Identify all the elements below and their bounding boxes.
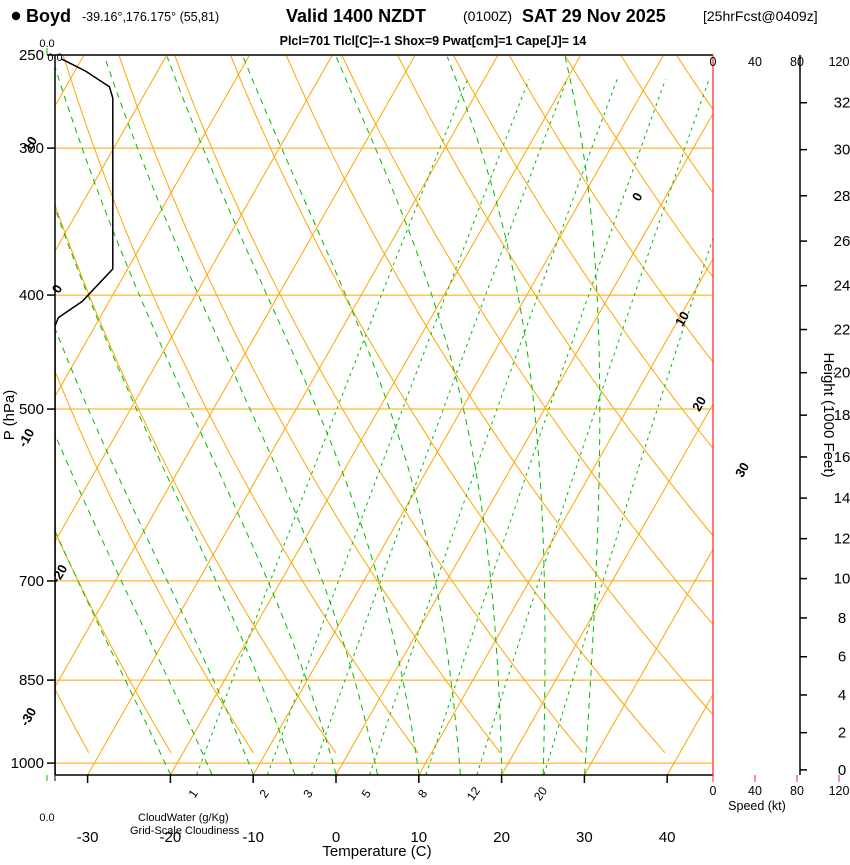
cloudiness-axis-title: Grid-Scale Cloudiness (130, 825, 240, 837)
temperature-tick-label: 0 (332, 829, 340, 846)
pressure-tick-label: 250 (19, 47, 44, 64)
pressure-axis-title: P (hPa) (1, 390, 18, 441)
pressure-tick-label: 400 (19, 287, 44, 304)
cloud-profiles (55, 58, 114, 775)
height-tick-label: 4 (838, 687, 846, 704)
forecast-run-info: [25hrFcst@0409z] (703, 8, 818, 24)
isopleth-label: 30 (732, 460, 752, 480)
height-tick-label: 10 (834, 571, 850, 588)
cloudwater-scale-label: 0.0 (39, 38, 54, 50)
cloudwater-axis-title: CloudWater (g/Kg) (138, 812, 229, 824)
speed-tick-label: 40 (748, 55, 762, 69)
height-tick-label: 2 (838, 725, 846, 742)
temperature-tick-label: 40 (659, 829, 676, 846)
speed-tick-label: 80 (790, 55, 804, 69)
height-tick-label: 20 (834, 365, 850, 382)
speed-tick-label: 80 (790, 784, 804, 798)
height-tick-label: 24 (834, 278, 850, 295)
speed-tick-label: 120 (829, 55, 850, 69)
height-tick-label: 6 (838, 649, 846, 666)
valid-time-utc: (0100Z) (463, 8, 512, 24)
temperature-tick-label: 10 (410, 829, 427, 846)
cloudwater-scale-label: 0.0 (39, 812, 54, 824)
height-tick-label: 30 (834, 142, 850, 159)
speed-tick-label: 0 (710, 784, 717, 798)
height-tick-label: 28 (834, 188, 850, 205)
axes-frame (46, 48, 840, 783)
height-tick-label: 0 (838, 762, 846, 779)
isopleth-label: 10 (20, 134, 40, 154)
height-tick-label: 14 (834, 490, 850, 507)
pressure-tick-label: 500 (19, 401, 44, 418)
valid-date: SAT 29 Nov 2025 (522, 6, 666, 26)
speed-tick-label: 120 (829, 784, 850, 798)
skewt-orange-grid (55, 55, 713, 775)
temperature-tick-label: -30 (77, 829, 99, 846)
isopleth-label: 20 (689, 394, 709, 414)
pressure-tick-label: 700 (19, 573, 44, 590)
station-name: Boyd (26, 6, 71, 26)
cloudiness-profile-line (55, 58, 114, 775)
pressure-tick-label: 850 (19, 672, 44, 689)
height-tick-label: 18 (834, 407, 850, 424)
stability-indices: Plcl=701 Tlcl[C]=-1 Shox=9 Pwat[cm]=1 Ca… (280, 34, 587, 48)
speed-axis-title: Speed (kt) (728, 799, 786, 813)
station-bullet-icon (11, 11, 21, 21)
temperature-tick-label: -10 (242, 829, 264, 846)
speed-tick-label: 0 (710, 55, 717, 69)
axis-tick-labels: 1 2 3 5 8 12 20100-10-20-300102030250300400500… (11, 38, 850, 846)
moist-and-mixing-lines (55, 56, 713, 775)
height-tick-label: 12 (834, 531, 850, 548)
pressure-tick-label: 1000 (11, 755, 44, 772)
cloudiness-scale-label: 0.0 (47, 52, 62, 64)
station-coords: -39.16°,176.175° (55,81) (82, 10, 219, 24)
height-tick-label: 16 (834, 449, 850, 466)
height-tick-label: 22 (834, 322, 850, 339)
temperature-tick-label: -20 (160, 829, 182, 846)
speed-tick-label: 40 (748, 784, 762, 798)
isopleth-label: 10 (672, 309, 692, 329)
height-tick-label: 32 (834, 95, 850, 112)
valid-time-main: Valid 1400 NZDT (286, 6, 426, 26)
temperature-tick-label: 30 (576, 829, 593, 846)
pressure-tick-label: 300 (19, 140, 44, 157)
height-tick-label: 26 (834, 233, 850, 250)
height-axis-title: Height (1000 Feet) (820, 352, 837, 477)
temperature-tick-label: 20 (493, 829, 510, 846)
temperature-axis-title: Temperature (C) (322, 843, 431, 860)
height-tick-label: 8 (838, 610, 846, 627)
